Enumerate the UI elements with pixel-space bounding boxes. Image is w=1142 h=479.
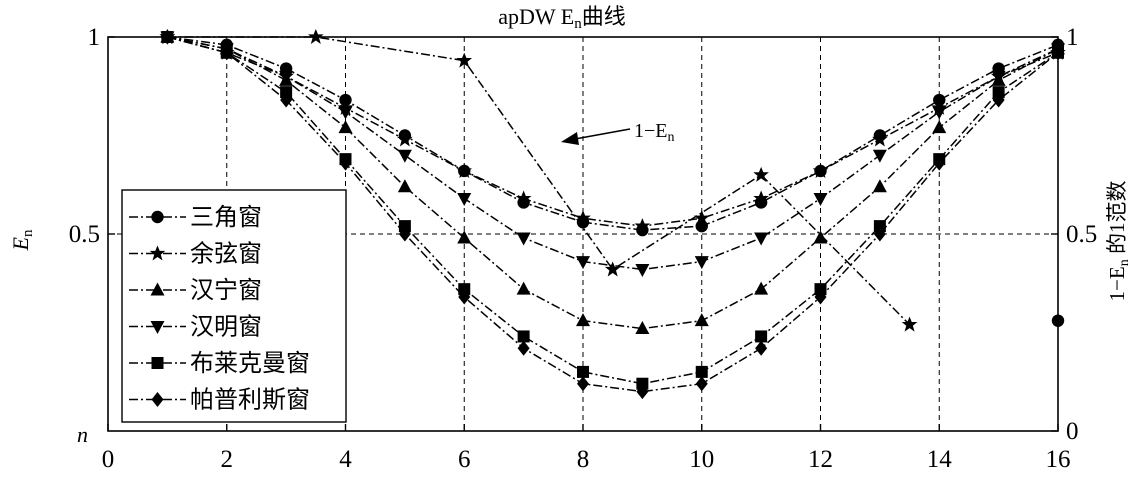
series-point — [932, 106, 947, 120]
legend-label: 汉宁窗 — [190, 277, 262, 304]
series-point — [694, 256, 709, 270]
series-point — [754, 281, 769, 295]
plot-frame — [107, 36, 1059, 432]
series-point — [517, 340, 530, 356]
legend-label: 余弦窗 — [190, 241, 262, 268]
legend-entry: 布莱克曼窗 — [129, 350, 310, 377]
y-tick-label-right: 1 — [1066, 24, 1079, 51]
series-line — [167, 36, 1059, 385]
x-tick-label: 4 — [339, 446, 352, 473]
series-point — [635, 263, 650, 277]
series-4 — [161, 31, 1064, 390]
series-line — [167, 36, 1059, 227]
annotation-arrow-shaft — [574, 128, 631, 140]
x-tick-label: 8 — [577, 446, 590, 473]
series-point — [397, 149, 412, 163]
legend-box — [121, 189, 347, 423]
series-line — [167, 36, 1059, 231]
series-point — [813, 230, 828, 244]
series-point — [577, 376, 589, 392]
series-point — [755, 330, 768, 343]
x-tick-label: 0 — [102, 446, 115, 473]
legend-entry: 汉明窗 — [129, 314, 262, 341]
axis-ticks: 0 2 4 6 8 10 12 14 16 1 0.5 1 0.5 0 — [69, 24, 1098, 473]
legend-label: 汉明窗 — [190, 314, 262, 341]
y-tick-label-left: 1 — [88, 24, 101, 51]
series-point — [695, 376, 708, 392]
legend-label: 布莱克曼窗 — [190, 350, 310, 377]
y-axis-label-right: 1−En 的1范数 — [1105, 181, 1132, 302]
series-point — [576, 313, 590, 327]
series-point — [517, 330, 530, 343]
legend-entry: 余弦窗 — [129, 241, 262, 268]
y-tick-label-left: 0.5 — [69, 221, 100, 248]
legend-marker — [151, 210, 164, 224]
series-line — [167, 36, 1059, 393]
series-1 — [159, 29, 1066, 234]
series-point — [754, 232, 769, 246]
series-3 — [160, 31, 1065, 277]
legend-entry: 帕普利斯窗 — [129, 387, 310, 414]
series-point — [577, 365, 589, 378]
series-5 — [161, 29, 1064, 400]
annotation: 1−En — [561, 120, 675, 145]
x-tick-label: 14 — [927, 446, 953, 473]
legend-marker — [151, 357, 164, 369]
norm-series-point — [901, 316, 918, 332]
series-point — [338, 106, 353, 120]
series-0 — [161, 30, 1065, 237]
series-line — [167, 36, 1059, 271]
series-point — [516, 281, 531, 295]
series-point — [755, 340, 768, 356]
norm-series-point — [604, 261, 621, 277]
series-point — [694, 313, 709, 327]
chart-title: apDW En曲线 — [498, 4, 625, 32]
x-tick-label: 6 — [458, 446, 471, 473]
y-tick-label-right: 0 — [1066, 418, 1079, 445]
x-axis-corner-label: n — [77, 422, 88, 447]
series-point — [457, 193, 472, 207]
series-point — [932, 120, 947, 134]
legend-entry: 汉宁窗 — [129, 277, 262, 304]
y-axis-label-left: En — [8, 229, 36, 251]
series-point — [457, 230, 472, 244]
series-2 — [160, 29, 1065, 335]
series-point — [695, 365, 708, 378]
annotation-arrow-head — [561, 132, 579, 145]
series-point — [516, 232, 531, 246]
series-point — [695, 219, 708, 233]
x-tick-label: 10 — [689, 446, 714, 473]
x-tick-label: 2 — [221, 446, 234, 473]
x-tick-label: 12 — [808, 446, 833, 473]
legend-entry: 三角窗 — [129, 204, 262, 231]
series-line — [167, 36, 1059, 330]
series-point — [872, 149, 887, 163]
legend-label: 帕普利斯窗 — [190, 387, 310, 414]
series-point — [813, 193, 828, 207]
y-tick-label-right: 0.5 — [1066, 221, 1097, 248]
series-point — [338, 120, 353, 134]
legend-label: 三角窗 — [190, 204, 262, 231]
annotation-label: 1−En — [634, 120, 675, 145]
x-tick-label: 16 — [1046, 446, 1071, 473]
